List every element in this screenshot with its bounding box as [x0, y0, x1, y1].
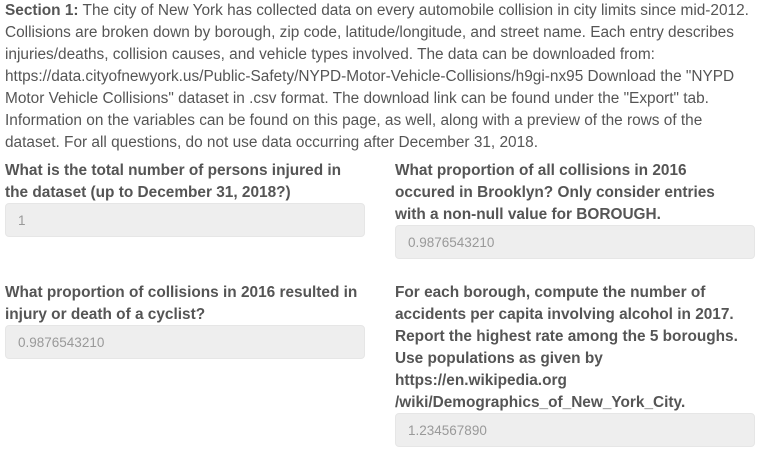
question-3-answer-input[interactable]: [5, 325, 365, 359]
question-4-answer-input[interactable]: [395, 413, 755, 447]
question-4-label: For each borough, compute the number of …: [395, 284, 738, 411]
question-2-answer-input[interactable]: [395, 225, 755, 259]
question-2-label: What proportion of all collisions in 201…: [395, 162, 715, 223]
section-label: Section 1:: [5, 2, 79, 19]
question-1-answer-input[interactable]: [5, 203, 365, 237]
section-intro: Section 1: The city of New York has coll…: [5, 0, 757, 154]
question-1-label: What is the total number of persons inju…: [5, 162, 342, 201]
section-description: The city of New York has collected data …: [5, 2, 749, 151]
question-3-label: What proportion of collisions in 2016 re…: [5, 284, 358, 323]
